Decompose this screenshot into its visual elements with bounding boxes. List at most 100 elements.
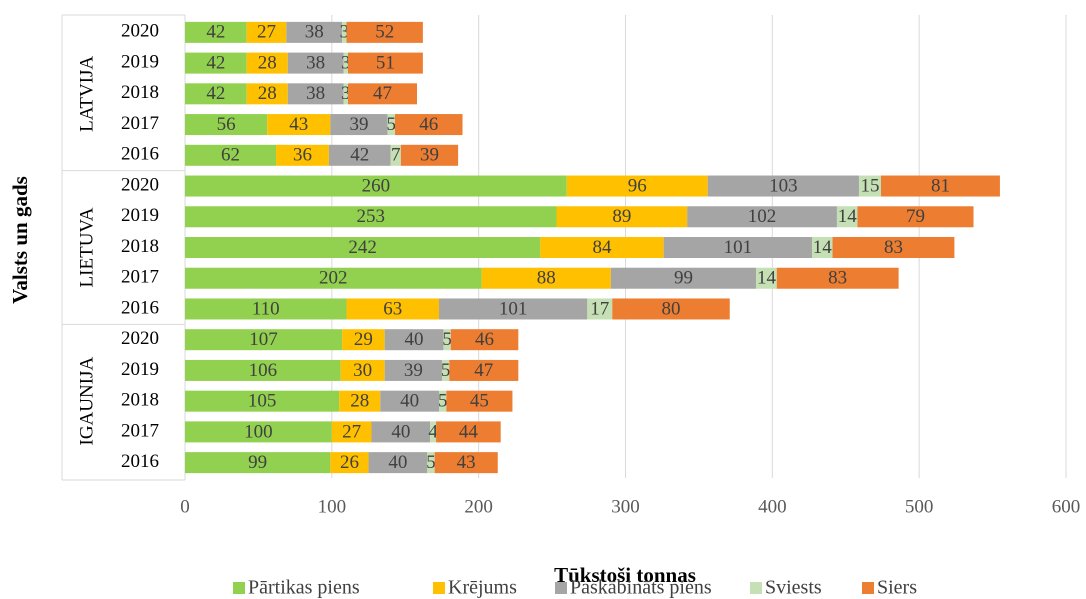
bar-segment xyxy=(566,175,708,197)
y-tick-label: 2018 xyxy=(121,82,159,103)
bar-segment xyxy=(612,298,730,320)
group-label: LATVIJA xyxy=(76,56,97,132)
bar-segment xyxy=(185,83,247,105)
y-tick-label: 2017 xyxy=(121,420,159,441)
bar-segment xyxy=(185,267,482,289)
bar-segment xyxy=(394,114,463,136)
bar-segment xyxy=(427,452,435,474)
data-label: 105 xyxy=(248,391,277,412)
bar-segment xyxy=(185,359,341,381)
data-label: 5 xyxy=(442,329,452,350)
y-tick-label: 2019 xyxy=(121,205,159,226)
bar-segment xyxy=(540,237,664,258)
bar-segment xyxy=(707,175,859,197)
data-label: 29 xyxy=(354,329,373,350)
data-label: 3 xyxy=(340,22,350,43)
data-label: 103 xyxy=(769,175,798,196)
x-tick-label: 300 xyxy=(611,496,640,517)
data-label: 42 xyxy=(206,22,225,43)
bar-segment xyxy=(430,421,437,443)
data-label: 260 xyxy=(362,175,391,196)
data-label: 42 xyxy=(206,52,225,73)
y-tick-label: 2019 xyxy=(121,51,159,72)
bar-segment xyxy=(380,390,440,412)
bar-segment xyxy=(384,359,442,381)
y-tick-label: 2016 xyxy=(121,451,159,472)
legend-swatch xyxy=(433,582,445,594)
data-label: 88 xyxy=(537,268,556,289)
x-tick-label: 500 xyxy=(905,496,934,517)
data-label: 79 xyxy=(906,206,925,227)
y-tick-label: 2018 xyxy=(121,236,159,257)
bar-segment xyxy=(880,175,1000,197)
bar-segment xyxy=(287,83,344,105)
bar-segment xyxy=(185,452,331,474)
data-label: 107 xyxy=(249,329,278,350)
bar-segment xyxy=(587,298,613,320)
data-label: 99 xyxy=(248,452,267,473)
bar-segment xyxy=(330,452,369,474)
bar-segment xyxy=(339,390,381,412)
data-label: 39 xyxy=(420,145,439,166)
data-label: 3 xyxy=(341,52,351,73)
x-axis-title: Tūkstoši tonnas xyxy=(554,563,696,587)
bar-segment xyxy=(185,21,247,43)
bar-segment xyxy=(185,298,347,320)
legend-swatch xyxy=(555,582,567,594)
bar-segment xyxy=(384,329,444,351)
data-label: 42 xyxy=(206,83,225,104)
data-label: 101 xyxy=(499,298,528,319)
data-label: 43 xyxy=(289,114,308,135)
data-label: 5 xyxy=(387,114,397,135)
data-label: 17 xyxy=(590,298,609,319)
data-label: 102 xyxy=(748,206,777,227)
bar-segment xyxy=(481,267,611,289)
x-tick-label: 600 xyxy=(1052,496,1081,517)
data-label: 101 xyxy=(724,237,753,258)
x-tick-label: 400 xyxy=(758,496,787,517)
bar-segment xyxy=(443,329,451,351)
bar-segment xyxy=(610,267,757,289)
bar-segment xyxy=(185,329,343,351)
bar-segment xyxy=(347,83,417,105)
data-label: 27 xyxy=(342,421,361,442)
data-label: 5 xyxy=(426,452,436,473)
legend-swatch xyxy=(233,582,245,594)
data-label: 14 xyxy=(838,206,858,227)
data-label: 81 xyxy=(931,175,950,196)
data-label: 253 xyxy=(356,206,385,227)
group-label: LIETUVA xyxy=(76,207,97,287)
bar-segment xyxy=(368,452,428,474)
bar-segment xyxy=(343,52,348,74)
y-tick-label: 2020 xyxy=(121,174,159,195)
data-label: 100 xyxy=(244,421,273,442)
data-label: 202 xyxy=(319,268,348,289)
legend-swatch xyxy=(862,582,874,594)
legend-label: Krējums xyxy=(448,577,517,599)
data-label: 47 xyxy=(474,360,493,381)
bar-segment xyxy=(328,144,391,166)
data-label: 39 xyxy=(404,360,423,381)
data-label: 3 xyxy=(341,83,351,104)
bar-segment xyxy=(446,390,513,412)
bar-segment xyxy=(342,329,385,351)
data-label: 47 xyxy=(373,83,392,104)
bar-segment xyxy=(276,144,329,166)
bar-segment xyxy=(449,359,519,381)
bar-segment xyxy=(663,237,812,258)
data-label: 45 xyxy=(470,391,489,412)
legend-label: Pārtikas piens xyxy=(248,577,360,599)
bar-segment xyxy=(246,83,288,105)
bar-segment xyxy=(776,267,899,289)
bar-segment xyxy=(185,175,567,197)
bar-segment xyxy=(246,21,287,43)
bar-segment xyxy=(434,452,498,474)
bar-segment xyxy=(439,390,447,412)
bar-segment xyxy=(267,114,331,136)
y-tick-label: 2019 xyxy=(121,359,159,380)
bar-segment xyxy=(185,206,557,228)
data-label: 36 xyxy=(293,145,312,166)
bar-segment xyxy=(556,206,688,228)
bar-segment xyxy=(185,144,277,166)
